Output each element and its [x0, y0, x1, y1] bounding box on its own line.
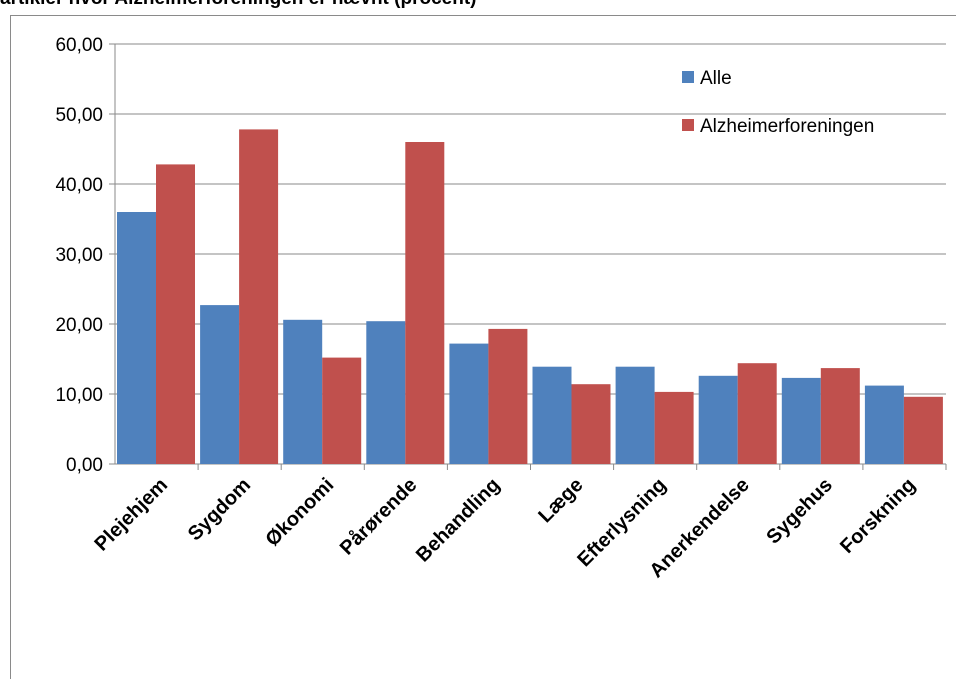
y-tick-label: 10,00	[55, 385, 103, 406]
bar-alzheimerforeningen	[737, 363, 777, 464]
bar-alle	[200, 305, 240, 464]
bar-alle	[366, 321, 406, 464]
bar-alzheimerforeningen	[571, 384, 611, 464]
x-category-label: Læge	[534, 474, 587, 527]
bar-alzheimerforeningen	[654, 391, 694, 464]
legend-swatch	[682, 71, 694, 83]
bar-alle	[864, 385, 904, 464]
y-tick-label: 40,00	[55, 175, 103, 196]
legend-label: Alzheimerforeningen	[700, 116, 874, 137]
bar-alzheimerforeningen	[405, 142, 445, 464]
bar-alle	[283, 319, 323, 464]
bar-alzheimerforeningen	[488, 328, 528, 464]
x-category-label: Pårørende	[335, 473, 421, 559]
x-category-label: Sygdom	[184, 474, 255, 545]
bar-alzheimerforeningen	[239, 129, 279, 464]
x-category-label: Sygehus	[762, 474, 837, 549]
bar-alle	[449, 343, 489, 464]
bar-alzheimerforeningen	[903, 396, 943, 464]
chart-title: artikler hvor Alzheimerforeningen er næv…	[0, 0, 957, 10]
y-tick-label: 60,00	[55, 35, 103, 56]
x-category-label: Behandling	[412, 474, 505, 567]
bar-alle	[698, 375, 738, 464]
x-category-label: Forskning	[836, 474, 920, 558]
x-category-label: Økonomi	[261, 474, 338, 551]
bar-alzheimerforeningen	[820, 368, 860, 464]
bar-alle	[532, 366, 572, 464]
bar-alle	[117, 212, 156, 464]
y-tick-label: 20,00	[55, 315, 103, 336]
y-tick-label: 50,00	[55, 105, 103, 126]
x-category-label: Plejehjem	[90, 474, 172, 556]
chart-frame	[10, 15, 956, 679]
bar-alle	[615, 366, 655, 464]
y-tick-label: 0,00	[66, 455, 103, 476]
y-tick-label: 30,00	[55, 245, 103, 266]
legend-swatch	[682, 119, 694, 131]
legend-label: Alle	[700, 68, 732, 89]
bar-alzheimerforeningen	[156, 164, 195, 464]
bar-alle	[781, 377, 821, 464]
bar-alzheimerforeningen	[322, 357, 362, 464]
